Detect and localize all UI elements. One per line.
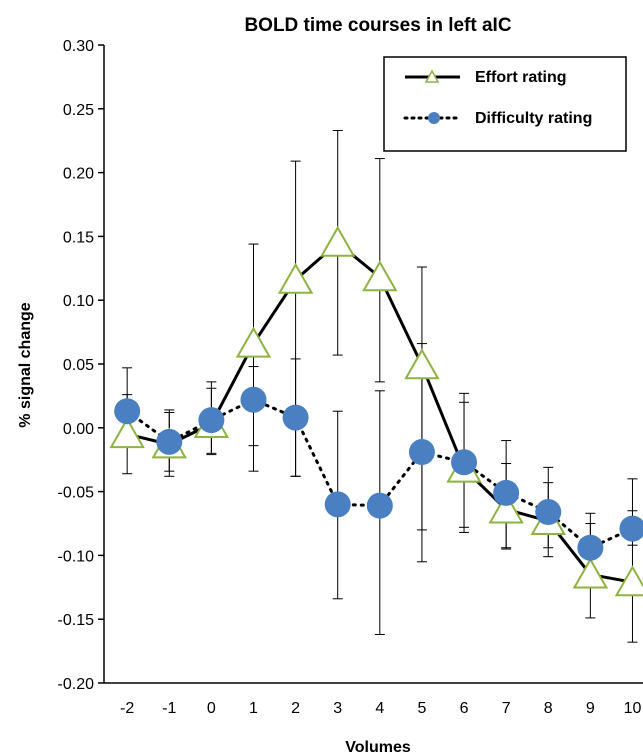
x-ticks: -2 -1 0 1 2 3 4 5 6 7 8 9 10 — [120, 700, 641, 717]
y-tick-label-3: 0.15 — [63, 229, 94, 246]
x-tick-label-12: 10 — [624, 700, 642, 717]
x-tick-label-9: 7 — [502, 700, 511, 717]
point-difficulty-2 — [198, 407, 225, 434]
y-ticks: 0.30 0.25 0.20 0.15 0.10 0.05 0.00 -0.05 -0.10 -0… — [58, 38, 104, 693]
point-effort-9 — [488, 492, 524, 524]
point-difficulty-10 — [535, 499, 562, 526]
y-axis-title: % signal change — [17, 302, 34, 427]
error-bars — [122, 129, 638, 643]
x-tick-label-1: -1 — [162, 700, 176, 717]
x-tick-label-11: 9 — [586, 700, 595, 717]
point-difficulty-12 — [619, 515, 643, 542]
point-difficulty-8 — [451, 449, 478, 476]
point-effort-7 — [404, 348, 440, 380]
point-difficulty-6 — [366, 492, 393, 519]
point-difficulty-7 — [408, 439, 435, 466]
y-tick-label-7: -0.05 — [58, 485, 95, 502]
y-tick-label-9: -0.15 — [58, 612, 95, 629]
y-tick-label-2: 0.20 — [63, 166, 94, 183]
y-tick-label-8: -0.10 — [58, 548, 95, 565]
legend-box — [383, 56, 627, 152]
y-tick-label-10: -0.20 — [58, 676, 95, 693]
point-difficulty-5 — [324, 491, 351, 518]
y-tick-label-0: 0.30 — [63, 38, 94, 55]
x-tick-label-2: 0 — [207, 700, 216, 717]
legend-label-difficulty: Difficulty rating — [475, 110, 592, 127]
point-difficulty-0 — [114, 398, 141, 425]
chart-title: BOLD time courses in left aIC — [244, 15, 511, 36]
legend-marker-difficulty — [428, 112, 440, 124]
point-effort-12 — [614, 565, 643, 597]
point-difficulty-3 — [240, 386, 267, 413]
x-tick-label-10: 8 — [544, 700, 553, 717]
point-effort-6 — [362, 260, 398, 292]
point-difficulty-11 — [577, 534, 604, 561]
point-effort-11 — [572, 557, 609, 589]
x-tick-label-7: 5 — [417, 700, 426, 717]
point-difficulty-9 — [493, 479, 520, 506]
x-axis-title: Volumes — [345, 739, 411, 756]
legend-label-effort: Effort rating — [475, 69, 567, 86]
point-effort-3 — [235, 326, 272, 358]
x-tick-label-4: 2 — [291, 700, 300, 717]
x-tick-label-5: 3 — [333, 700, 342, 717]
y-tick-label-1: 0.25 — [63, 102, 94, 119]
series-markers — [109, 225, 643, 597]
point-effort-5 — [319, 225, 356, 257]
point-difficulty-1 — [156, 428, 183, 455]
legend: Effort rating Difficulty rating — [383, 56, 627, 152]
y-tick-label-5: 0.05 — [63, 357, 94, 374]
legend-marker-effort — [424, 69, 440, 83]
x-tick-label-6: 4 — [375, 700, 384, 717]
y-tick-label-4: 0.10 — [63, 293, 94, 310]
point-effort-4 — [277, 262, 314, 294]
y-tick-label-6: 0.00 — [63, 421, 94, 438]
x-tick-label-3: 1 — [249, 700, 258, 717]
x-tick-label-8: 6 — [460, 700, 469, 717]
point-effort-0 — [109, 417, 145, 449]
point-difficulty-4 — [282, 404, 309, 431]
x-tick-label-0: -2 — [120, 700, 134, 717]
